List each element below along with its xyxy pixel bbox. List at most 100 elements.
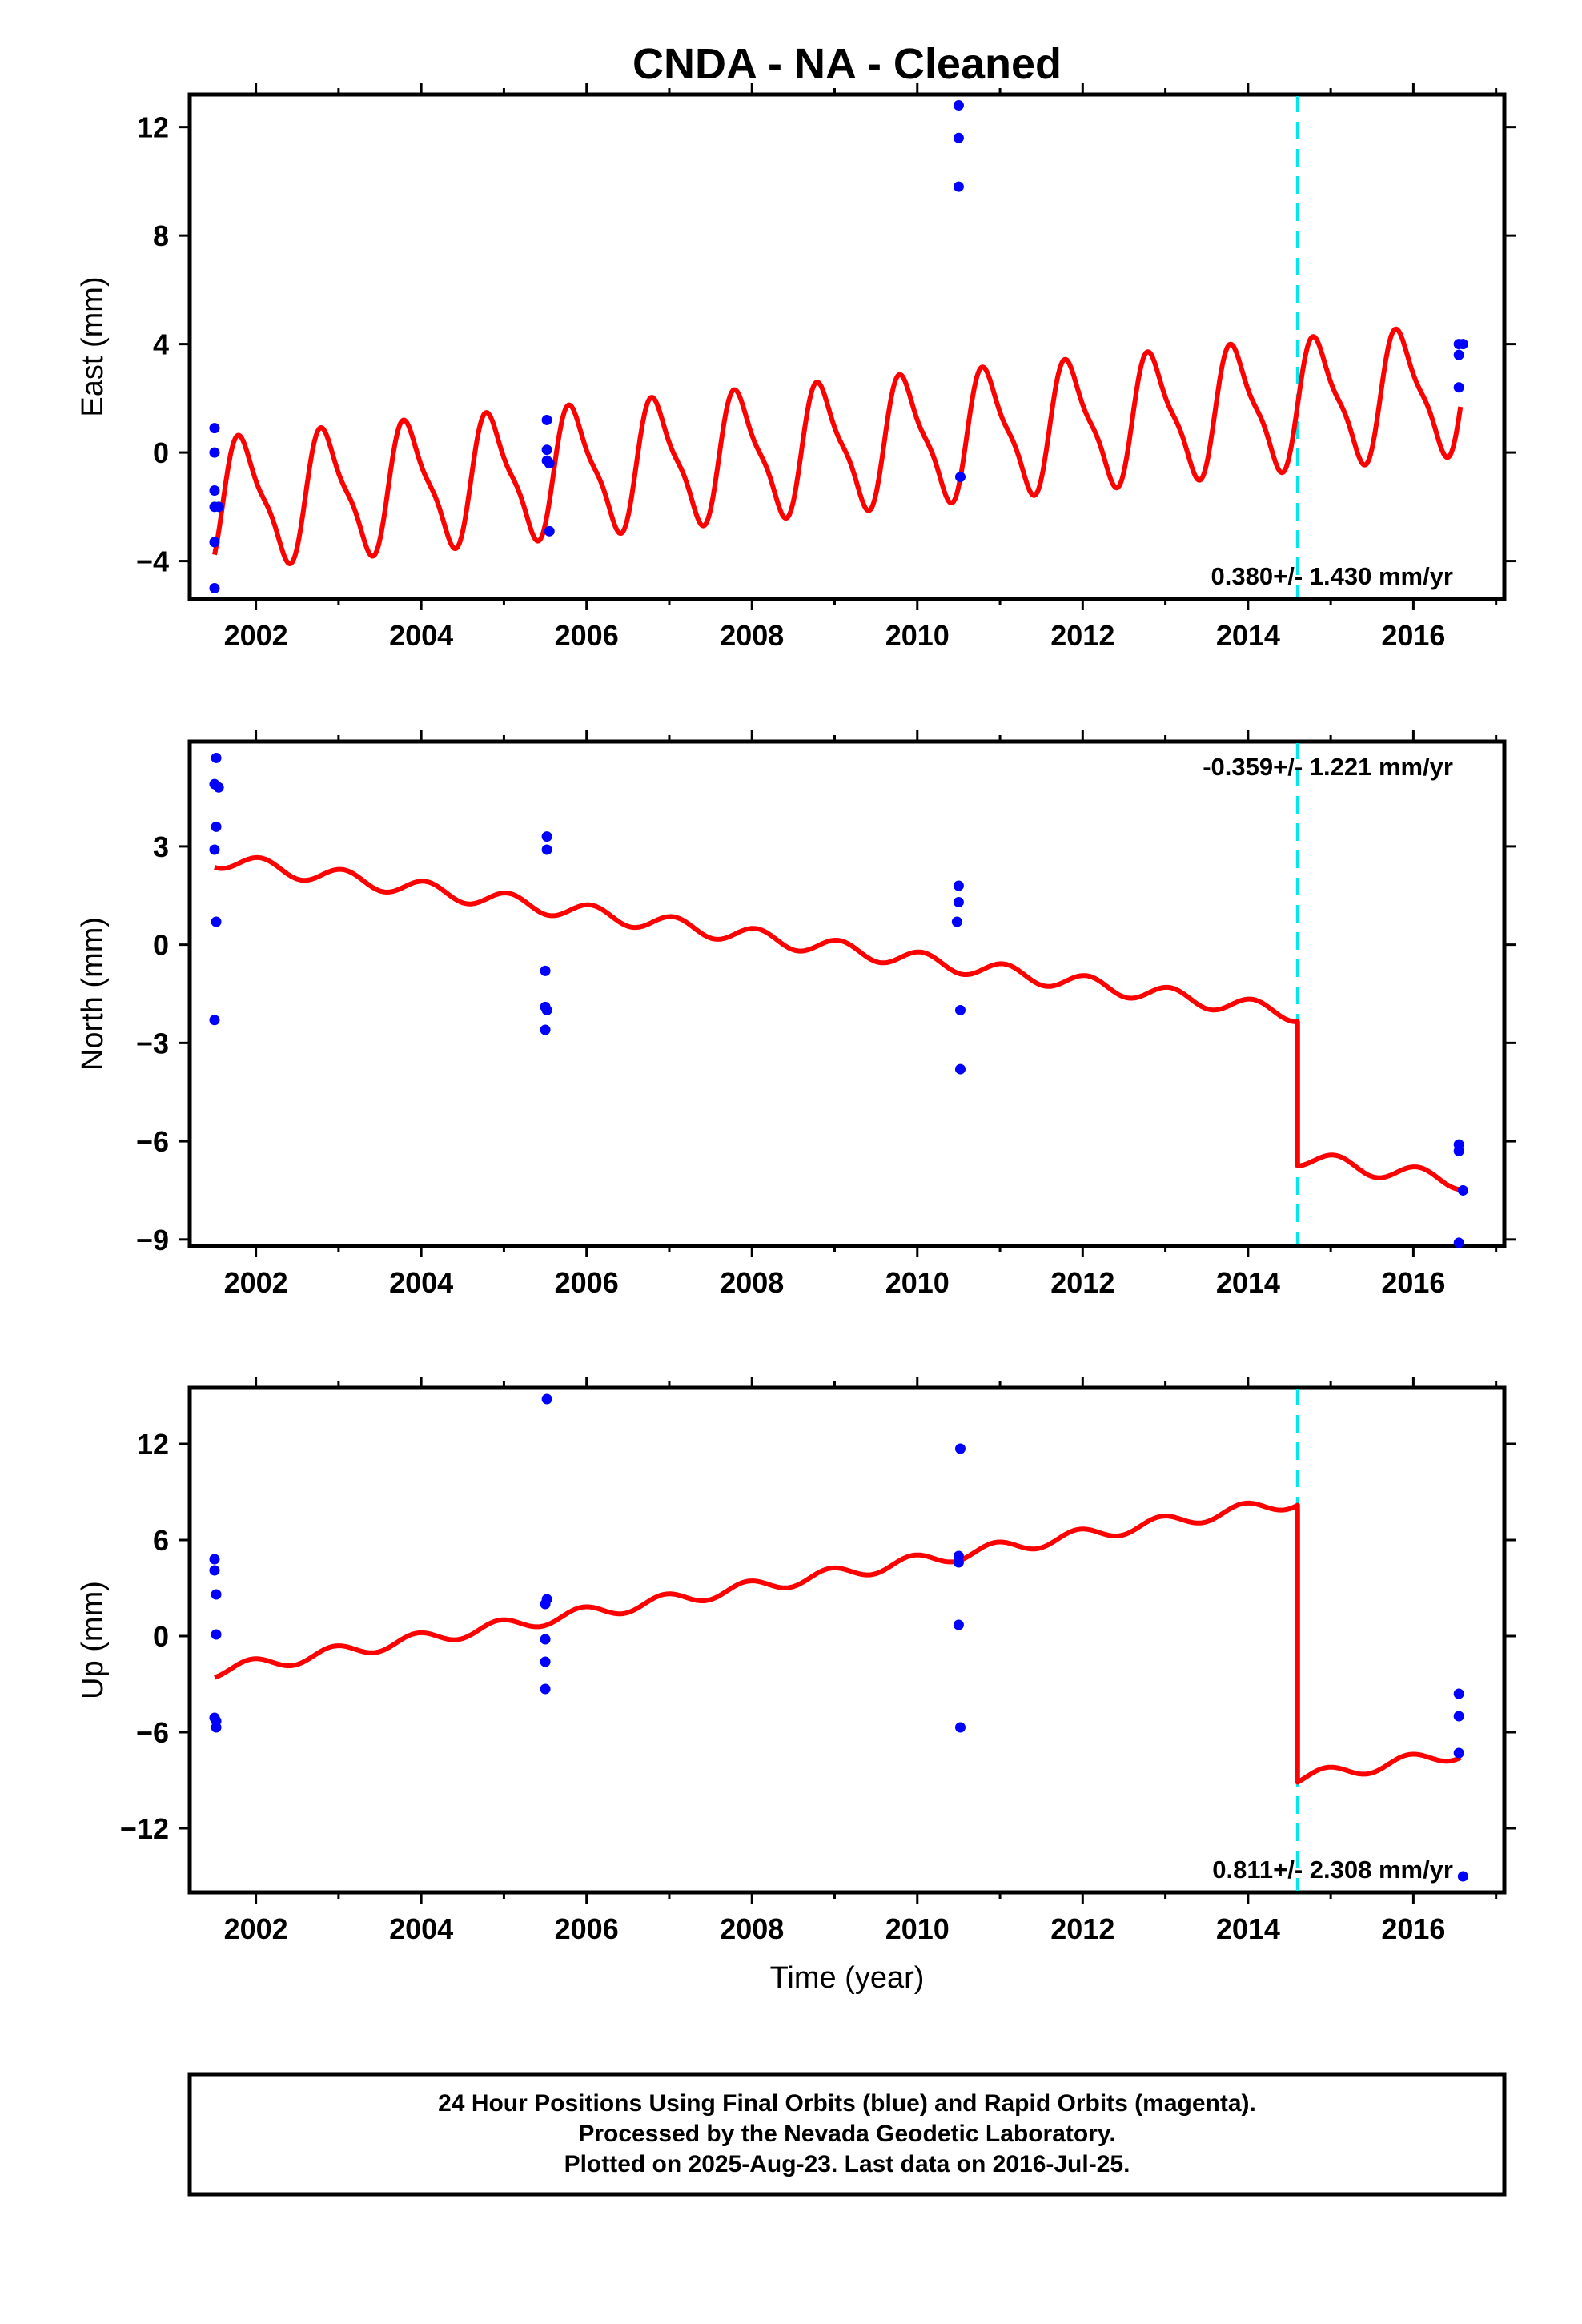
up-data-point: [540, 1656, 551, 1667]
up-x-tick-label: 2002: [224, 1912, 288, 1945]
up-data-point: [211, 1589, 222, 1600]
up-y-tick-label: 6: [153, 1524, 169, 1557]
north-data-point: [1453, 1145, 1464, 1156]
east-data-point: [954, 472, 966, 483]
up-data-point: [209, 1554, 220, 1565]
east-data-point: [953, 181, 964, 192]
footer-line-3: Plotted on 2025-Aug-23. Last data on 201…: [564, 2151, 1130, 2177]
east-rate-label: 0.380+/- 1.430 mm/yr: [1211, 562, 1453, 590]
north-data-point: [1453, 1237, 1464, 1248]
panels-group: 2002 2004 2006 2008 2010 2012 2014 2016 12 8 4 0 −4 E…: [76, 83, 1516, 1945]
up-data-point: [954, 1443, 966, 1454]
chart-title: CNDA - NA - Cleaned: [632, 40, 1062, 88]
north-data-point: [954, 1004, 966, 1015]
up-y-tick-label: 0: [153, 1620, 169, 1653]
up-data-point: [954, 1722, 966, 1733]
up-x-tick-label: 2008: [720, 1912, 784, 1945]
east-data-point: [541, 444, 552, 456]
up-data-point: [540, 1683, 551, 1695]
north-data-point: [211, 752, 222, 763]
east-panel: 2002 2004 2006 2008 2010 2012 2014 2016 12 8 4 0 −4 E…: [76, 83, 1516, 652]
east-frame: [187, 92, 1507, 601]
east-plot-area: [212, 96, 1464, 597]
up-data-point: [541, 1393, 552, 1405]
up-data-point: [540, 1634, 551, 1645]
east-y-tick-label: −4: [136, 545, 169, 578]
east-data-point: [953, 100, 964, 111]
east-data-point: [209, 485, 220, 497]
east-x-tick-label: 2002: [224, 619, 288, 652]
footer-box: [187, 2072, 1507, 2197]
north-data-point: [209, 844, 220, 855]
east-data-point: [544, 458, 555, 469]
up-y-axis-label: Up (mm): [76, 1581, 110, 1699]
up-x-tick-label: 2010: [885, 1912, 950, 1945]
north-rate-label: -0.359+/- 1.221 mm/yr: [1203, 753, 1453, 781]
east-x-tick-label: 2012: [1050, 619, 1114, 652]
east-x-tick-label: 2014: [1216, 619, 1280, 652]
north-x-tick-label: 2006: [555, 1266, 619, 1299]
up-y-tick-label: −12: [120, 1812, 169, 1845]
up-plot-area: [213, 1389, 1463, 1891]
east-data-point: [1453, 382, 1464, 393]
east-data-point: [1457, 339, 1468, 350]
up-rate-label: 0.811+/- 2.308 mm/yr: [1212, 1856, 1453, 1884]
north-frame: [187, 739, 1507, 1248]
up-data-point: [1453, 1688, 1464, 1699]
north-data-point: [954, 1063, 966, 1075]
east-data-point: [209, 447, 220, 458]
east-data-point: [209, 537, 220, 548]
east-data-point: [953, 132, 964, 143]
up-data-point: [1453, 1711, 1464, 1722]
up-x-tick-label: 2016: [1381, 1912, 1445, 1945]
north-data-point: [209, 1015, 220, 1026]
up-data-point: [1457, 1871, 1468, 1882]
north-data-point: [951, 916, 962, 927]
east-x-tick-label: 2004: [389, 619, 453, 652]
up-data-point: [953, 1619, 964, 1630]
east-data-point: [541, 414, 552, 425]
north-data-point: [541, 831, 552, 842]
north-y-tick-label: −3: [136, 1027, 169, 1059]
east-data-point: [544, 525, 555, 537]
x-axis-label: Time (year): [770, 1961, 925, 1995]
up-panel: 2002 2004 2006 2008 2010 2012 2014 2016 12 6 0 −6 −1…: [76, 1377, 1516, 1945]
east-y-tick-label: 4: [153, 328, 169, 361]
up-x-tick-label: 2006: [555, 1912, 619, 1945]
north-data-point: [211, 821, 222, 832]
north-y-tick-label: 3: [153, 830, 169, 863]
east-data-point: [213, 501, 224, 513]
north-y-tick-label: −9: [136, 1224, 169, 1256]
up-frame: [187, 1385, 1507, 1895]
east-y-tick-label: 8: [153, 219, 169, 252]
footer-line-2: Processed by the Nevada Geodetic Laborat…: [578, 2121, 1115, 2147]
east-y-axis-label: East (mm): [76, 276, 110, 416]
up-data-point: [211, 1629, 222, 1640]
north-data-point: [953, 896, 964, 907]
up-x-tick-label: 2012: [1050, 1912, 1114, 1945]
north-data-point: [540, 965, 551, 976]
north-data-point: [540, 1024, 551, 1035]
north-y-axis-label: North (mm): [76, 917, 110, 1071]
up-y-tick-label: −6: [136, 1716, 169, 1749]
east-x-tick-label: 2016: [1381, 619, 1445, 652]
north-data-point: [1457, 1184, 1468, 1196]
up-data-point: [953, 1557, 964, 1568]
up-y-tick-label: 12: [137, 1428, 169, 1461]
north-data-point: [541, 1004, 552, 1015]
east-x-tick-label: 2010: [885, 619, 950, 652]
up-model-line: [213, 1500, 1463, 1785]
east-data-point: [1453, 349, 1464, 360]
east-y-tick-label: 0: [153, 436, 169, 469]
north-data-point: [541, 844, 552, 855]
up-x-tick-label: 2014: [1216, 1912, 1280, 1945]
north-data-point: [211, 916, 222, 927]
footer-line-1: 24 Hour Positions Using Final Orbits (bl…: [438, 2090, 1256, 2117]
north-x-tick-label: 2014: [1216, 1266, 1280, 1299]
up-x-tick-label: 2004: [389, 1912, 453, 1945]
north-y-tick-label: 0: [153, 929, 169, 962]
north-data-point: [213, 782, 224, 793]
north-data-point: [953, 880, 964, 891]
north-model-line: [213, 854, 1463, 1192]
